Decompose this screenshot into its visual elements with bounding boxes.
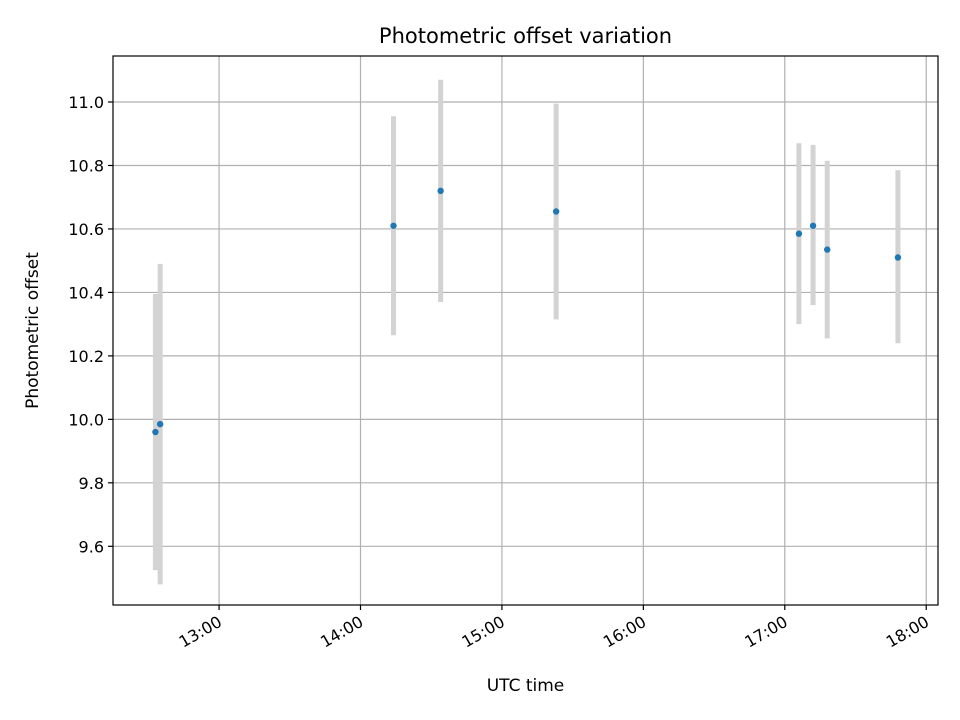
tick-layer: 13:00 14:00 15:00 16:00 17:00 18:00 9.6 9.8 10.0… [68,93,932,652]
errorbar-layer [152,79,901,585]
x-tick-label: 17:00 [741,612,790,652]
x-axis-label: UTC time [487,676,565,696]
data-point [390,222,397,229]
y-tick-label: 10.4 [68,283,104,302]
y-tick-label: 10.0 [68,410,104,429]
y-tick-label: 10.6 [68,220,104,239]
x-tick-label: 15:00 [458,612,507,652]
data-point [894,254,902,261]
y-axis-label: Photometric offset [23,252,43,409]
x-tick-label: 14:00 [317,612,366,652]
x-tick-label: 16:00 [600,612,649,652]
plot-frame [112,55,939,606]
y-tick-label: 11.0 [68,93,104,112]
grid-layer [113,56,938,605]
data-point [824,246,831,253]
data-point [795,230,803,237]
data-point [152,428,159,436]
y-tick-label: 10.8 [68,156,104,175]
y-tick-label: 10.2 [68,347,104,366]
y-tick-label: 9.6 [79,537,104,556]
point-layer [152,187,902,436]
x-tick-label: 13:00 [176,612,225,652]
y-tick-label: 9.8 [79,474,104,493]
chart-title: Photometric offset variation [379,24,672,48]
data-point [437,187,444,195]
data-point [552,208,560,215]
data-point [156,420,164,428]
data-point [809,222,817,229]
x-tick-label: 18:00 [883,612,932,652]
